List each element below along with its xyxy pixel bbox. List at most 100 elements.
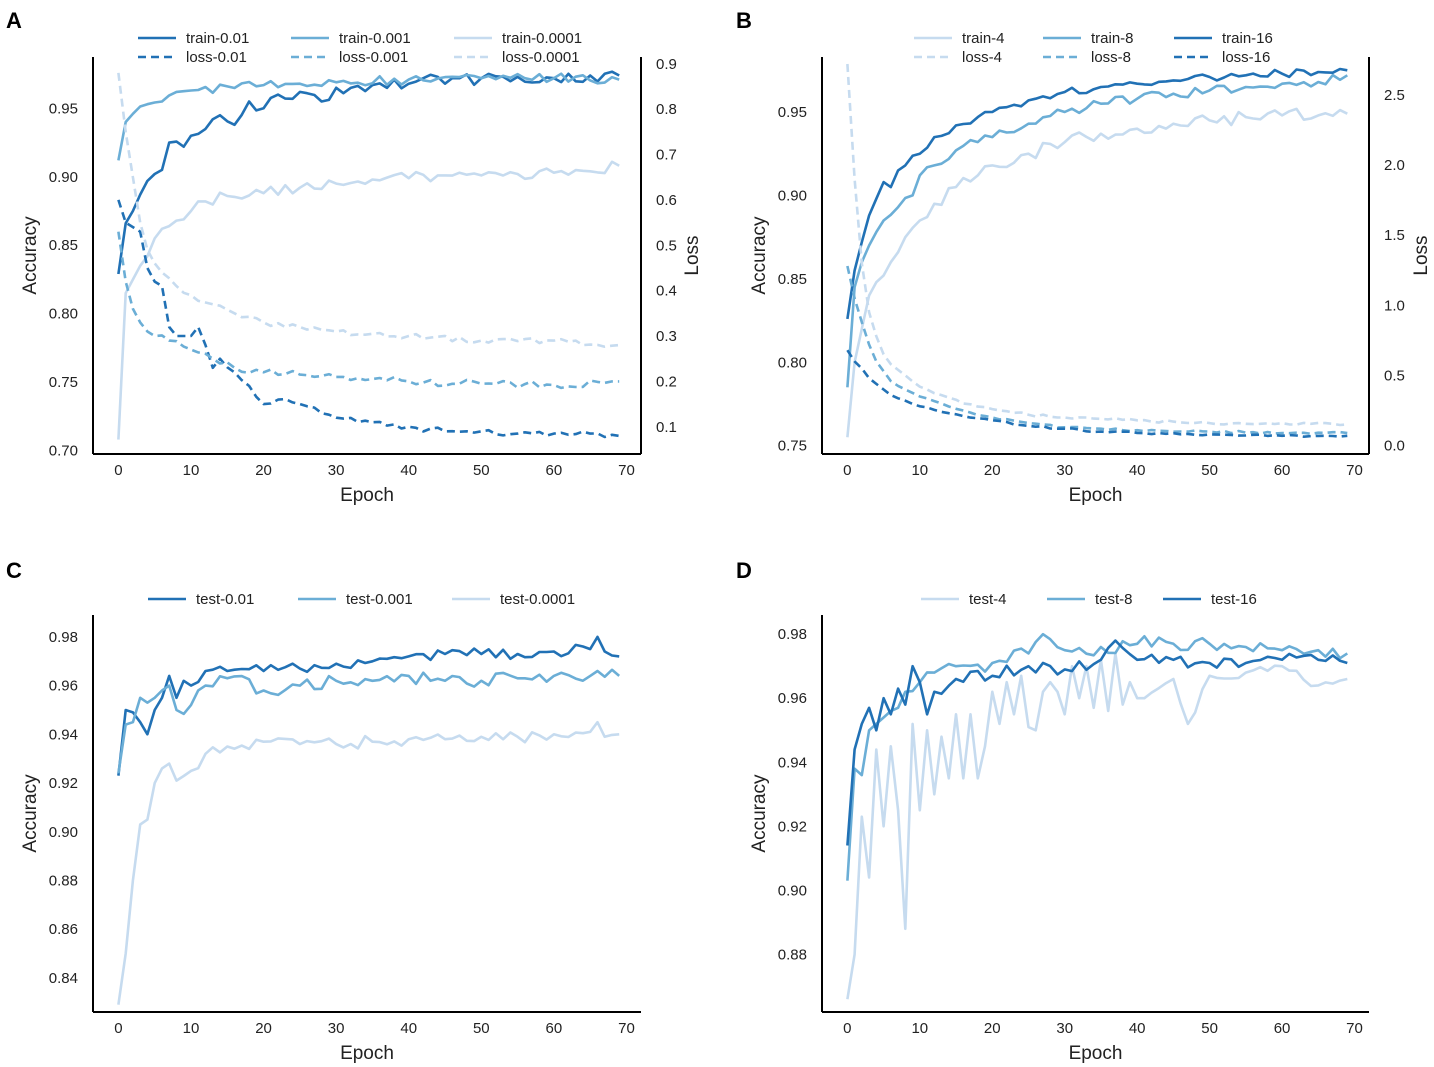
panel-letter: B (736, 8, 752, 33)
legend-label: train-0.01 (186, 30, 249, 47)
y2-axis-label: Loss (1411, 235, 1432, 275)
y-tick-label: 0.88 (49, 872, 78, 889)
x-tick-label: 60 (546, 462, 563, 479)
y2-tick-label: 0.1 (656, 419, 677, 436)
x-tick-label: 10 (911, 1020, 928, 1037)
y-axis-label: Accuracy (749, 216, 770, 295)
legend-label: loss-0.01 (186, 49, 247, 66)
y2-tick-label: 0.0 (1384, 438, 1405, 455)
y2-tick-label: 2.5 (1384, 87, 1405, 104)
y-tick-label: 0.90 (49, 824, 78, 841)
chart-panel-b: B 0 10 20 30 40 50 60 70 0.75 0.80 0.85 0.90 0.95 0.0 0… (736, 8, 1432, 506)
legend: test-0.01 test-0.001 test-0.0001 (148, 591, 575, 608)
x-tick-label: 60 (1274, 1020, 1291, 1037)
y-tick-label: 0.98 (49, 629, 78, 646)
y-tick-label: 0.85 (49, 237, 78, 254)
legend-label: test-8 (1095, 591, 1133, 608)
series-group (117, 70, 620, 440)
legend-label: train-0.0001 (502, 30, 582, 47)
x-tick-label: 70 (618, 462, 635, 479)
panel-letter: D (736, 558, 752, 583)
x-tick-label: 20 (984, 462, 1001, 479)
panel-letter: C (6, 558, 22, 583)
chart-panel-a: A 0 10 20 30 40 50 60 70 0.70 0.75 0.80 0.85 0.90 0.95… (6, 8, 703, 506)
x-tick-label: 30 (328, 1020, 345, 1037)
y-tick-label: 0.80 (778, 354, 807, 371)
x-tick-label: 0 (843, 1020, 851, 1037)
legend-label: loss-8 (1091, 49, 1131, 66)
legend-label: train-8 (1091, 30, 1134, 47)
x-tick-label: 10 (183, 462, 200, 479)
y-tick-label: 0.90 (778, 187, 807, 204)
legend: test-4 test-8 test-16 (921, 591, 1257, 608)
legend: train-4 train-8 train-16 loss-4 loss-8 loss-1… (914, 30, 1273, 66)
x-axis-label: Epoch (1069, 485, 1123, 506)
x-tick-label: 50 (473, 462, 490, 479)
series-line-test-8 (846, 632, 1349, 881)
x-tick-label: 40 (400, 1020, 417, 1037)
x-tick-label: 60 (1274, 462, 1291, 479)
y-tick-label: 0.70 (49, 443, 78, 460)
x-tick-label: 30 (1056, 462, 1073, 479)
series-line-train-0.0001 (117, 160, 620, 440)
x-axis-label: Epoch (340, 485, 394, 506)
x-tick-label: 50 (1201, 462, 1218, 479)
x-tick-label: 30 (1056, 1020, 1073, 1037)
y-tick-label: 0.80 (49, 306, 78, 323)
series-line-test-4 (846, 652, 1348, 1000)
x-tick-label: 20 (984, 1020, 1001, 1037)
legend-label: loss-4 (962, 49, 1002, 66)
y-axis-label: Accuracy (749, 774, 770, 853)
series-line-loss-0.0001 (117, 72, 620, 348)
x-tick-label: 50 (473, 1020, 490, 1037)
legend-label: test-0.001 (346, 591, 413, 608)
panel-letter: A (6, 8, 22, 33)
y-tick-label: 0.88 (778, 946, 807, 963)
series-line-loss-4 (846, 63, 1348, 427)
y-tick-label: 0.90 (49, 169, 78, 186)
x-tick-label: 10 (911, 462, 928, 479)
y2-tick-label: 1.5 (1384, 227, 1405, 244)
y2-tick-label: 1.0 (1384, 297, 1405, 314)
series-line-train-8 (846, 73, 1348, 388)
series-line-test-0.01 (117, 635, 620, 776)
y-tick-label: 0.86 (49, 921, 78, 938)
legend-label: loss-16 (1222, 49, 1270, 66)
y-tick-label: 0.94 (778, 754, 807, 771)
x-tick-label: 0 (843, 462, 851, 479)
chart-panel-d: D 0 10 20 30 40 50 60 70 0.88 0.90 0.92 0.94 0.96 0.98… (736, 558, 1369, 1064)
y-tick-label: 0.92 (778, 818, 807, 835)
y2-tick-label: 0.8 (656, 101, 677, 118)
x-tick-label: 20 (255, 462, 272, 479)
chart-panel-c: C 0 10 20 30 40 50 60 70 0.84 0.86 0.88 0.90 0.92 0.94… (6, 558, 641, 1064)
x-axis-label: Epoch (340, 1043, 394, 1064)
series-group (117, 635, 621, 1005)
legend: train-0.01 train-0.001 train-0.0001 loss-0.… (138, 30, 582, 66)
y2-tick-label: 0.9 (656, 56, 677, 73)
y2-tick-label: 0.5 (1384, 367, 1405, 384)
legend-label: test-0.01 (196, 591, 254, 608)
series-line-loss-8 (846, 265, 1348, 436)
y2-tick-label: 0.5 (656, 237, 677, 254)
y-tick-label: 0.95 (49, 100, 78, 117)
y-tick-label: 0.85 (778, 271, 807, 288)
y2-tick-label: 0.7 (656, 147, 677, 164)
x-tick-label: 20 (255, 1020, 272, 1037)
y2-tick-label: 0.4 (656, 283, 677, 300)
y-tick-label: 0.96 (49, 678, 78, 695)
y-tick-label: 0.96 (778, 690, 807, 707)
series-line-test-0.001 (117, 668, 621, 774)
y2-tick-label: 2.0 (1384, 157, 1405, 174)
x-tick-label: 0 (114, 462, 122, 479)
y-tick-label: 0.75 (49, 374, 78, 391)
legend-label: test-0.0001 (500, 591, 575, 608)
y-tick-label: 0.95 (778, 104, 807, 121)
x-tick-label: 30 (328, 462, 345, 479)
x-tick-label: 70 (1346, 462, 1363, 479)
x-axis-label: Epoch (1069, 1043, 1123, 1064)
y2-tick-label: 0.3 (656, 328, 677, 345)
series-group (846, 63, 1348, 438)
legend-label: train-0.001 (339, 30, 411, 47)
series-line-train-16 (846, 67, 1348, 320)
